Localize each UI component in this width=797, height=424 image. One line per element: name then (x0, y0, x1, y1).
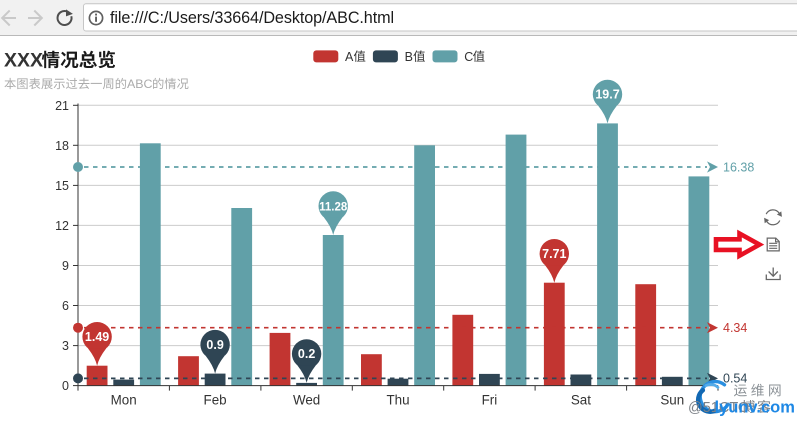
svg-text:21: 21 (55, 99, 69, 113)
svg-text:11.28: 11.28 (319, 201, 348, 213)
svg-text:C: C (464, 50, 473, 64)
svg-text:0.54: 0.54 (723, 372, 747, 386)
svg-text:9: 9 (62, 259, 69, 273)
svg-text:18: 18 (55, 139, 69, 153)
svg-text:lyunv.com: lyunv.com (715, 399, 795, 417)
svg-text:XXX: XXX (4, 50, 43, 72)
svg-text:0.2: 0.2 (298, 347, 315, 361)
svg-text:Thu: Thu (386, 392, 409, 407)
svg-text:7.71: 7.71 (542, 247, 566, 261)
svg-text:4.34: 4.34 (723, 321, 747, 335)
svg-text:16.38: 16.38 (723, 160, 754, 174)
svg-text:1.49: 1.49 (85, 330, 109, 344)
svg-text:Mon: Mon (111, 392, 137, 407)
svg-text:15: 15 (55, 179, 69, 193)
svg-text:6: 6 (62, 299, 69, 313)
svg-text:3: 3 (62, 339, 69, 353)
svg-text:B: B (405, 50, 413, 64)
svg-text:Fri: Fri (482, 392, 498, 407)
svg-text:A: A (345, 50, 354, 64)
svg-text:0.9: 0.9 (206, 338, 223, 352)
svg-text:12: 12 (55, 219, 69, 233)
svg-text:file:///C:/Users/33664/Desktop: file:///C:/Users/33664/Desktop/ABC.html (110, 9, 394, 27)
svg-text:ABC: ABC (127, 77, 153, 91)
svg-text:0: 0 (62, 379, 69, 393)
svg-text:Sat: Sat (571, 392, 591, 407)
svg-text:@51CTO: @51CTO (688, 400, 749, 416)
svg-text:19.7: 19.7 (595, 88, 619, 102)
svg-text:Feb: Feb (204, 392, 227, 407)
svg-text:Wed: Wed (293, 392, 320, 407)
svg-text:Sun: Sun (660, 392, 684, 407)
